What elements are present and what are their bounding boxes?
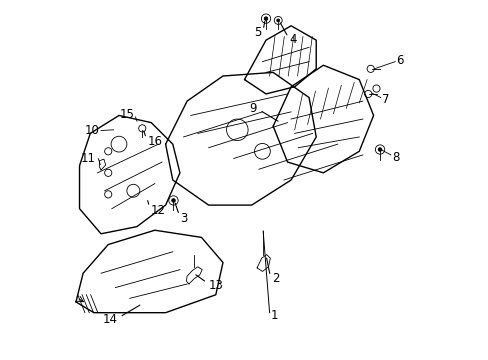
Circle shape	[264, 17, 267, 21]
Text: 6: 6	[396, 54, 403, 67]
Circle shape	[171, 199, 175, 202]
Text: 11: 11	[81, 152, 96, 165]
Text: 12: 12	[150, 204, 165, 217]
Text: 1: 1	[270, 309, 278, 322]
Text: 9: 9	[249, 102, 257, 115]
Circle shape	[378, 148, 381, 151]
Text: 2: 2	[271, 273, 279, 285]
Text: 15: 15	[119, 108, 134, 121]
Text: 5: 5	[254, 26, 261, 39]
Text: 14: 14	[102, 313, 117, 327]
Text: 16: 16	[147, 135, 163, 148]
Circle shape	[276, 19, 279, 22]
Text: 7: 7	[382, 93, 389, 106]
Text: 4: 4	[289, 33, 297, 46]
Text: 13: 13	[208, 279, 223, 292]
Text: 3: 3	[180, 212, 188, 225]
Text: 10: 10	[84, 124, 100, 137]
Text: 8: 8	[391, 151, 399, 164]
